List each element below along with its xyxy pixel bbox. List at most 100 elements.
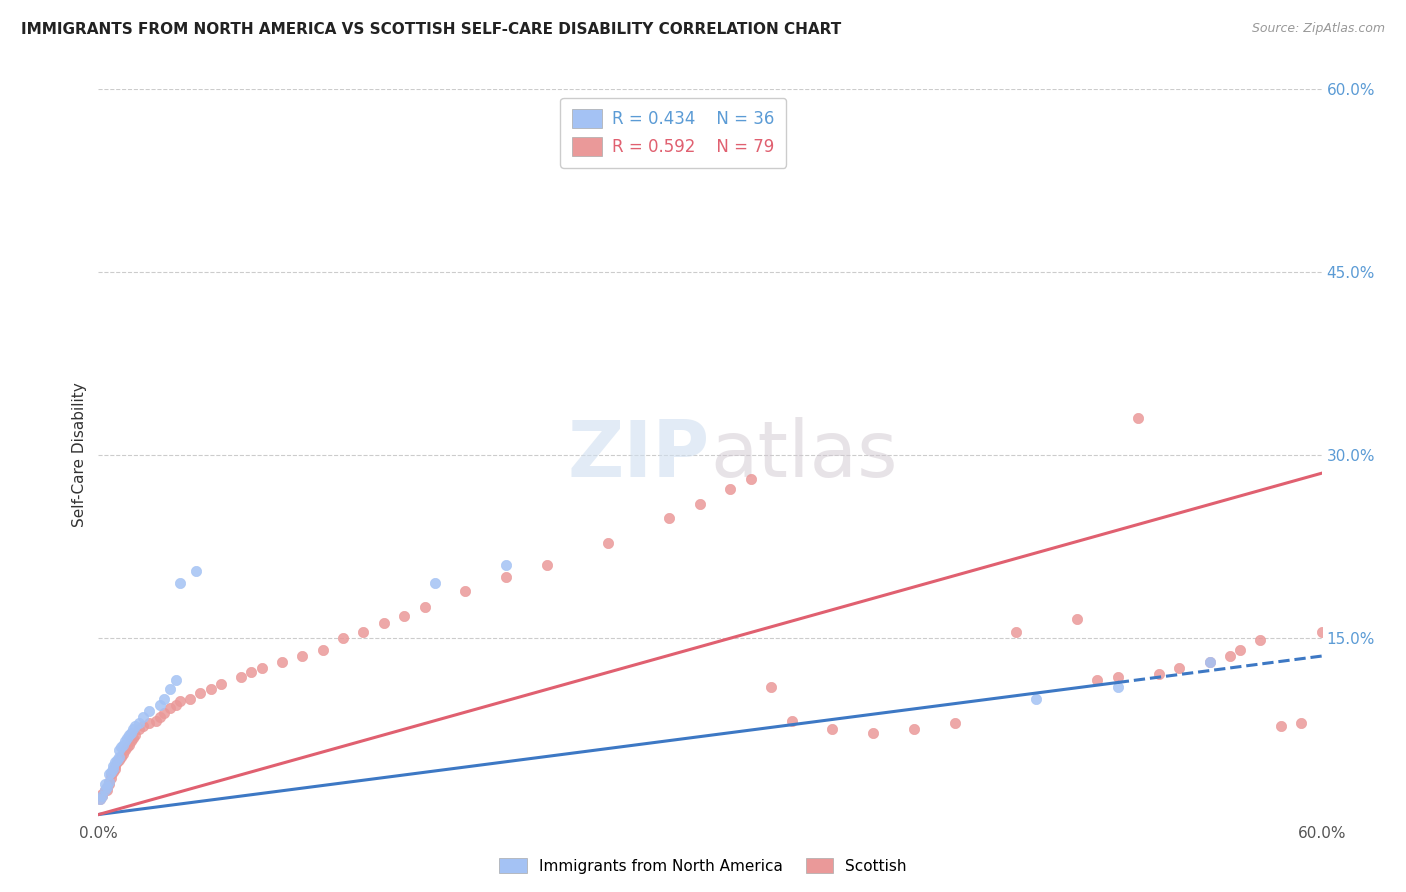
Point [270,655,294,669]
Point [1291,716,1313,731]
Point [152,706,174,721]
Point [97,774,120,789]
Point [145,714,167,728]
Point [152,691,174,706]
Point [1167,661,1189,675]
Point [903,723,925,737]
Point [169,694,191,708]
Point [1351,613,1374,627]
Point [1198,655,1220,669]
Point [149,710,172,724]
Point [1331,618,1354,632]
Point [111,747,134,761]
Point [1147,667,1170,681]
Point [124,718,146,732]
Point [1219,649,1241,664]
Point [1249,633,1271,648]
Point [108,753,131,767]
Point [101,758,124,772]
Point [188,686,212,700]
Point [114,743,136,757]
Point [93,783,115,797]
Point [1229,643,1251,657]
Point [128,716,150,731]
Point [91,789,114,804]
Point [1107,670,1129,684]
Point [1066,613,1088,627]
Point [100,771,122,785]
Point [423,576,446,591]
Point [598,535,620,549]
Text: atlas: atlas [710,417,897,493]
Point [114,734,136,748]
Text: IMMIGRANTS FROM NORTH AMERICA VS SCOTTISH SELF-CARE DISABILITY CORRELATION CHART: IMMIGRANTS FROM NORTH AMERICA VS SCOTTIS… [21,22,841,37]
Point [413,600,436,615]
Point [101,763,124,777]
Text: Source: ZipAtlas.com: Source: ZipAtlas.com [1251,22,1385,36]
Point [100,767,122,781]
Point [1085,673,1108,688]
Point [101,764,124,779]
Point [658,511,681,525]
Point [104,758,127,772]
Point [96,783,118,797]
Point [495,570,517,584]
Point [231,670,253,684]
Point [138,716,160,731]
Point [105,753,128,767]
Point [1372,613,1395,627]
Point [1107,680,1129,694]
Point [495,558,517,572]
Point [115,740,138,755]
Point [1025,691,1047,706]
Point [91,789,114,804]
Point [138,704,160,718]
Point [132,718,155,732]
Point [128,723,150,737]
Point [97,774,120,789]
Point [132,710,155,724]
Point [110,750,132,764]
Point [1270,718,1292,732]
Point [312,643,335,657]
Point [93,783,115,797]
Point [536,558,558,572]
Point [89,791,111,805]
Point [111,738,134,752]
Point [100,764,122,779]
Point [240,665,263,679]
Point [165,698,187,712]
Point [332,631,354,645]
Point [96,780,118,794]
Point [200,681,222,696]
Point [392,608,416,623]
Point [821,723,844,737]
Point [454,584,477,599]
Point [169,576,191,591]
Point [373,616,395,631]
Point [761,680,783,694]
Point [97,767,120,781]
Point [105,755,128,769]
Point [122,731,145,745]
Point [780,714,803,728]
Point [689,497,711,511]
Point [740,472,762,486]
Point [209,677,232,691]
Point [1392,600,1406,615]
Point [91,787,114,801]
Point [97,777,120,791]
Point [1310,624,1333,639]
Point [250,661,273,675]
Point [108,750,131,764]
Point [186,564,208,578]
Point [1128,411,1150,425]
Point [720,482,742,496]
Point [159,681,181,696]
Point [115,731,138,745]
Point [1198,655,1220,669]
Point [165,673,187,688]
Point [149,698,172,712]
Point [104,755,127,769]
Point [124,728,146,742]
